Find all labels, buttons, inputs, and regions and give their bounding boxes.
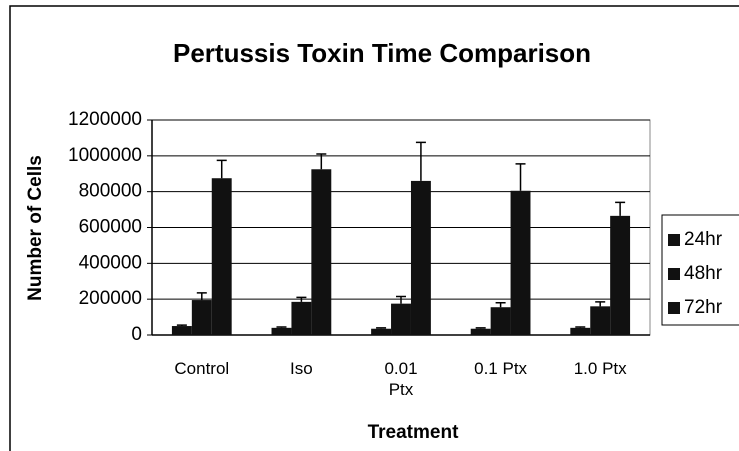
error-bar [415,141,426,181]
legend-swatch [668,234,680,246]
bar [391,303,411,335]
bar [490,307,511,335]
error-bar [176,324,187,327]
y-tick-label: 1000000 [68,145,142,166]
error-bar [376,327,387,329]
y-tick-label: 600000 [79,217,142,238]
bar [470,328,491,335]
legend-label: 48hr [684,263,723,284]
bar [570,327,591,335]
error-bar [216,159,227,179]
error-bar [276,326,287,328]
error-bar [495,302,506,308]
y-tick-label: 800000 [79,181,142,202]
x-tick-label: 0.01 Ptx [384,359,418,399]
bar [610,215,631,335]
y-tick-label: 0 [131,324,142,345]
bar [371,328,392,335]
y-tick-label: 1200000 [68,109,142,130]
x-tick-label: Iso [290,359,313,378]
error-bar [296,296,307,302]
bar [191,300,212,335]
x-tick-label: 1.0 Ptx [573,359,627,378]
legend-label: 24hr [684,229,723,250]
bar [291,301,312,335]
error-bar [475,327,486,329]
bar [311,169,332,335]
x-tick-label: Control [174,359,230,378]
bar [171,326,192,335]
bar [590,306,611,335]
chart-title: Pertussis Toxin Time Comparison [173,38,591,68]
bar [510,190,531,335]
y-tick-label: 200000 [79,288,142,309]
bar [271,327,292,335]
x-axis-label: Treatment [368,422,459,443]
error-bar [396,295,406,304]
legend-swatch [668,268,680,280]
error-bar [595,301,606,307]
legend-swatch [668,302,680,314]
bar [410,180,431,335]
legend-label: 72hr [684,297,723,318]
error-bar [515,163,526,191]
y-tick-label: 400000 [79,252,142,273]
error-bar [196,292,207,301]
bar [211,178,232,335]
x-tick-label: 0.1 Ptx [474,359,528,378]
error-bar [615,201,626,216]
error-bar [575,326,586,328]
error-bar [316,153,327,170]
y-axis-label: Number of Cells [25,155,46,301]
